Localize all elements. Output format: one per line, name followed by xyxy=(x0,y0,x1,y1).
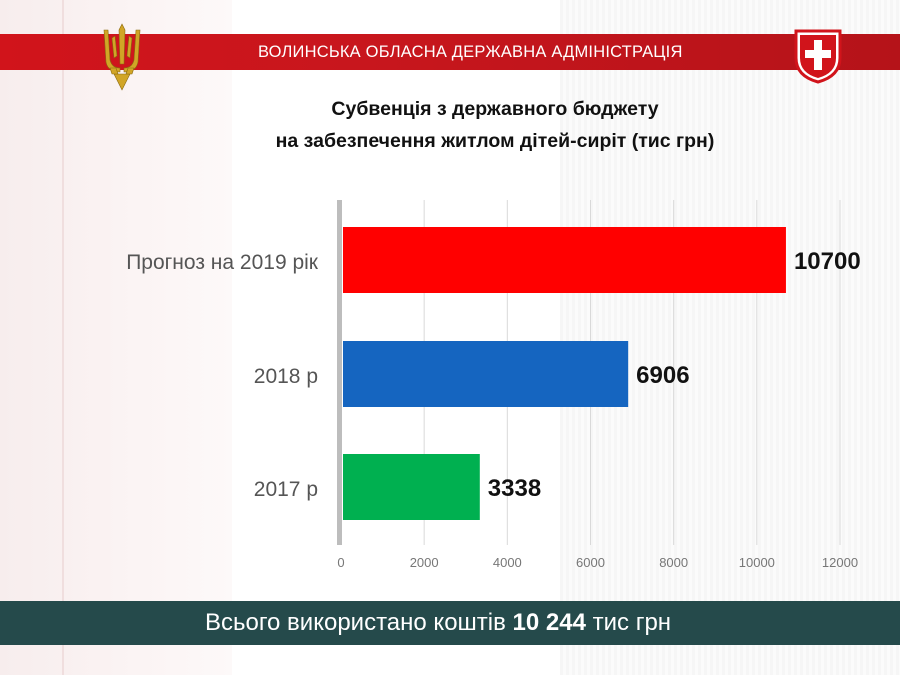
footer-amount: 10 244 xyxy=(512,609,586,636)
category-label: 2017 р xyxy=(254,478,318,501)
trident-icon xyxy=(103,23,141,91)
left-decor-line xyxy=(62,0,64,675)
data-label: 6906 xyxy=(636,362,689,389)
category-label: Прогноз на 2019 рік xyxy=(126,251,319,274)
header-band xyxy=(0,34,900,70)
data-label: 10700 xyxy=(794,248,861,275)
left-background-panel xyxy=(0,0,232,675)
chart-title-line-1: Субвенція з державного бюджету xyxy=(331,98,659,120)
x-tick-label: 10000 xyxy=(739,555,775,570)
x-tick-label: 4000 xyxy=(493,555,522,570)
y-axis-line xyxy=(337,200,342,545)
footer-prefix: Всього використано коштів xyxy=(204,609,506,636)
right-background-panel xyxy=(560,0,900,675)
chart-title-line-2: на забезпечення житлом дітей-сиріт (тис … xyxy=(275,130,715,152)
category-label: 2018 р xyxy=(254,365,318,388)
header-title: ВОЛИНСЬКА ОБЛАСНА ДЕРЖАВНА АДМІНІСТРАЦІЯ xyxy=(258,43,683,61)
x-tick-label: 12000 xyxy=(822,555,858,570)
bar xyxy=(343,227,786,293)
x-tick-label: 0 xyxy=(337,555,344,570)
volyn-coat-of-arms-icon xyxy=(794,29,842,84)
footer-suffix: тис грн xyxy=(592,609,672,636)
x-tick-label: 2000 xyxy=(410,555,439,570)
bar xyxy=(343,341,629,407)
bar xyxy=(343,454,480,520)
bar-chart: 0 2000 4000 6000 8000 10000 12000 10700 Прогноз … xyxy=(126,200,861,570)
chart-title: Субвенція з державного бюджету на забезп… xyxy=(0,93,900,157)
x-tick-label: 8000 xyxy=(659,555,688,570)
x-tick-label: 6000 xyxy=(576,555,605,570)
footer-band xyxy=(0,601,900,645)
footer-summary: Всього використано коштів 10 244 тис грн xyxy=(0,609,900,637)
data-label: 3338 xyxy=(488,475,541,502)
